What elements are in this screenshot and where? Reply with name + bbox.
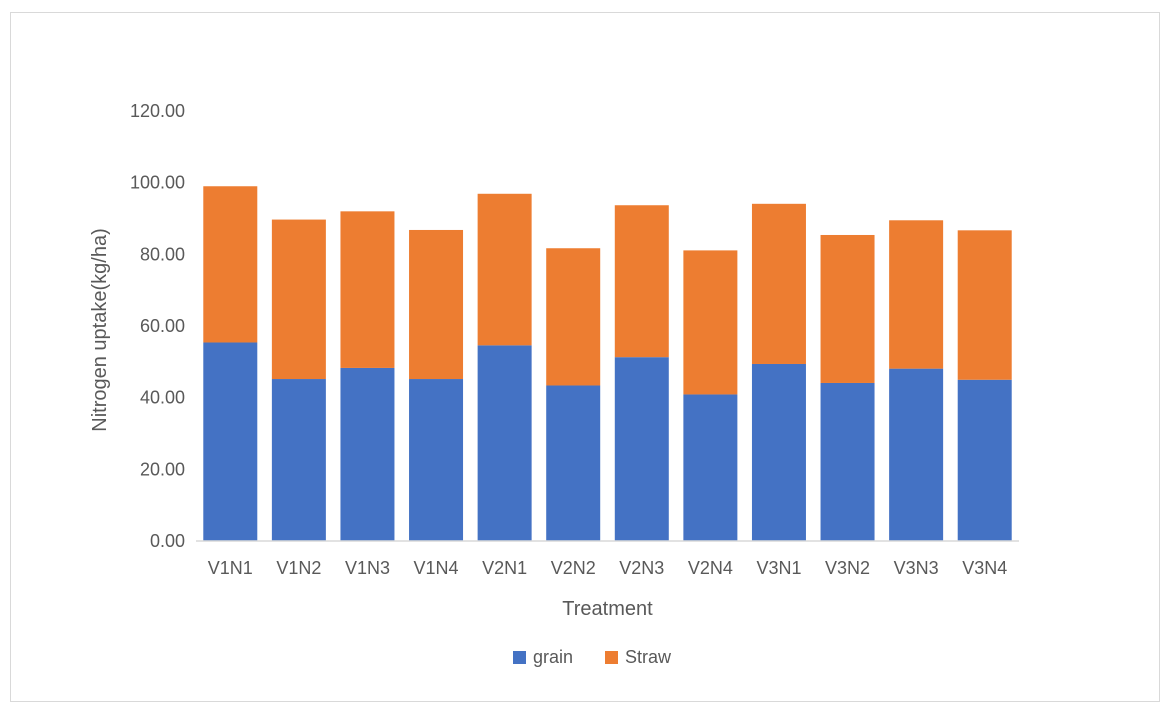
x-tick-label: V1N2 — [276, 558, 321, 578]
x-tick-label: V1N4 — [414, 558, 459, 578]
y-tick-label: 60.00 — [140, 316, 185, 336]
bars — [203, 186, 1012, 541]
bar-grain-v3n4 — [957, 379, 1012, 541]
y-tick-label: 40.00 — [140, 388, 185, 408]
bar-straw-v1n1 — [203, 186, 258, 343]
x-tick-label: V3N4 — [962, 558, 1007, 578]
x-tick-label: V2N2 — [551, 558, 596, 578]
x-tick-label: V2N4 — [688, 558, 733, 578]
x-tick-label: V3N2 — [825, 558, 870, 578]
y-axis-ticks: 0.00 20.00 40.00 60.00 80.00 100.00 120.00 — [130, 101, 185, 551]
bar-grain-v2n1 — [477, 345, 532, 541]
stacked-bar-chart: 0.00 20.00 40.00 60.00 80.00 100.00 120.00 V1N… — [89, 101, 1019, 667]
x-axis-ticks: V1N1 V1N2 V1N3 V1N4 V2N1 V2N2 V2N3 V2N4 V3N1 V3N2… — [208, 558, 1007, 578]
bar-grain-v3n1 — [751, 363, 806, 541]
bar-grain-v2n4 — [683, 394, 738, 541]
y-tick-label: 80.00 — [140, 244, 185, 264]
y-tick-label: 100.00 — [130, 173, 185, 193]
bar-straw-v2n2 — [546, 248, 601, 386]
bar-straw-v3n4 — [957, 230, 1012, 380]
bar-straw-v1n3 — [340, 211, 395, 368]
chart-frame: 0.00 20.00 40.00 60.00 80.00 100.00 120.00 V1N… — [10, 12, 1160, 702]
x-axis-title: Treatment — [562, 598, 653, 620]
x-tick-label: V1N1 — [208, 558, 253, 578]
legend-label-grain: grain — [533, 647, 573, 667]
bar-straw-v1n4 — [409, 229, 464, 380]
bar-grain-v1n2 — [271, 379, 326, 541]
legend: grain Straw — [513, 647, 672, 667]
legend-swatch-grain — [513, 651, 526, 664]
x-tick-label: V3N1 — [756, 558, 801, 578]
bar-grain-v1n3 — [340, 367, 395, 541]
bar-straw-v1n2 — [271, 219, 326, 380]
bar-straw-v3n1 — [751, 203, 806, 364]
y-tick-label: 20.00 — [140, 459, 185, 479]
y-tick-label: 120.00 — [130, 101, 185, 121]
legend-label-straw: Straw — [625, 647, 672, 667]
bar-grain-v1n1 — [203, 342, 258, 541]
x-tick-label: V2N1 — [482, 558, 527, 578]
bar-straw-v2n3 — [614, 205, 669, 358]
bar-grain-v2n3 — [614, 357, 669, 541]
bar-grain-v3n3 — [889, 368, 944, 541]
y-axis-title: Nitrogen uptake(kg/ha) — [89, 228, 111, 431]
bar-grain-v1n4 — [409, 379, 464, 541]
bar-grain-v3n2 — [820, 382, 875, 541]
bar-straw-v3n3 — [889, 220, 944, 369]
bar-grain-v2n2 — [546, 385, 601, 541]
bar-straw-v3n2 — [820, 234, 875, 383]
x-tick-label: V1N3 — [345, 558, 390, 578]
legend-swatch-straw — [605, 651, 618, 664]
x-tick-label: V2N3 — [619, 558, 664, 578]
x-tick-label: V3N3 — [894, 558, 939, 578]
y-tick-label: 0.00 — [150, 531, 185, 551]
bar-straw-v2n1 — [477, 193, 532, 346]
bar-straw-v2n4 — [683, 250, 738, 395]
